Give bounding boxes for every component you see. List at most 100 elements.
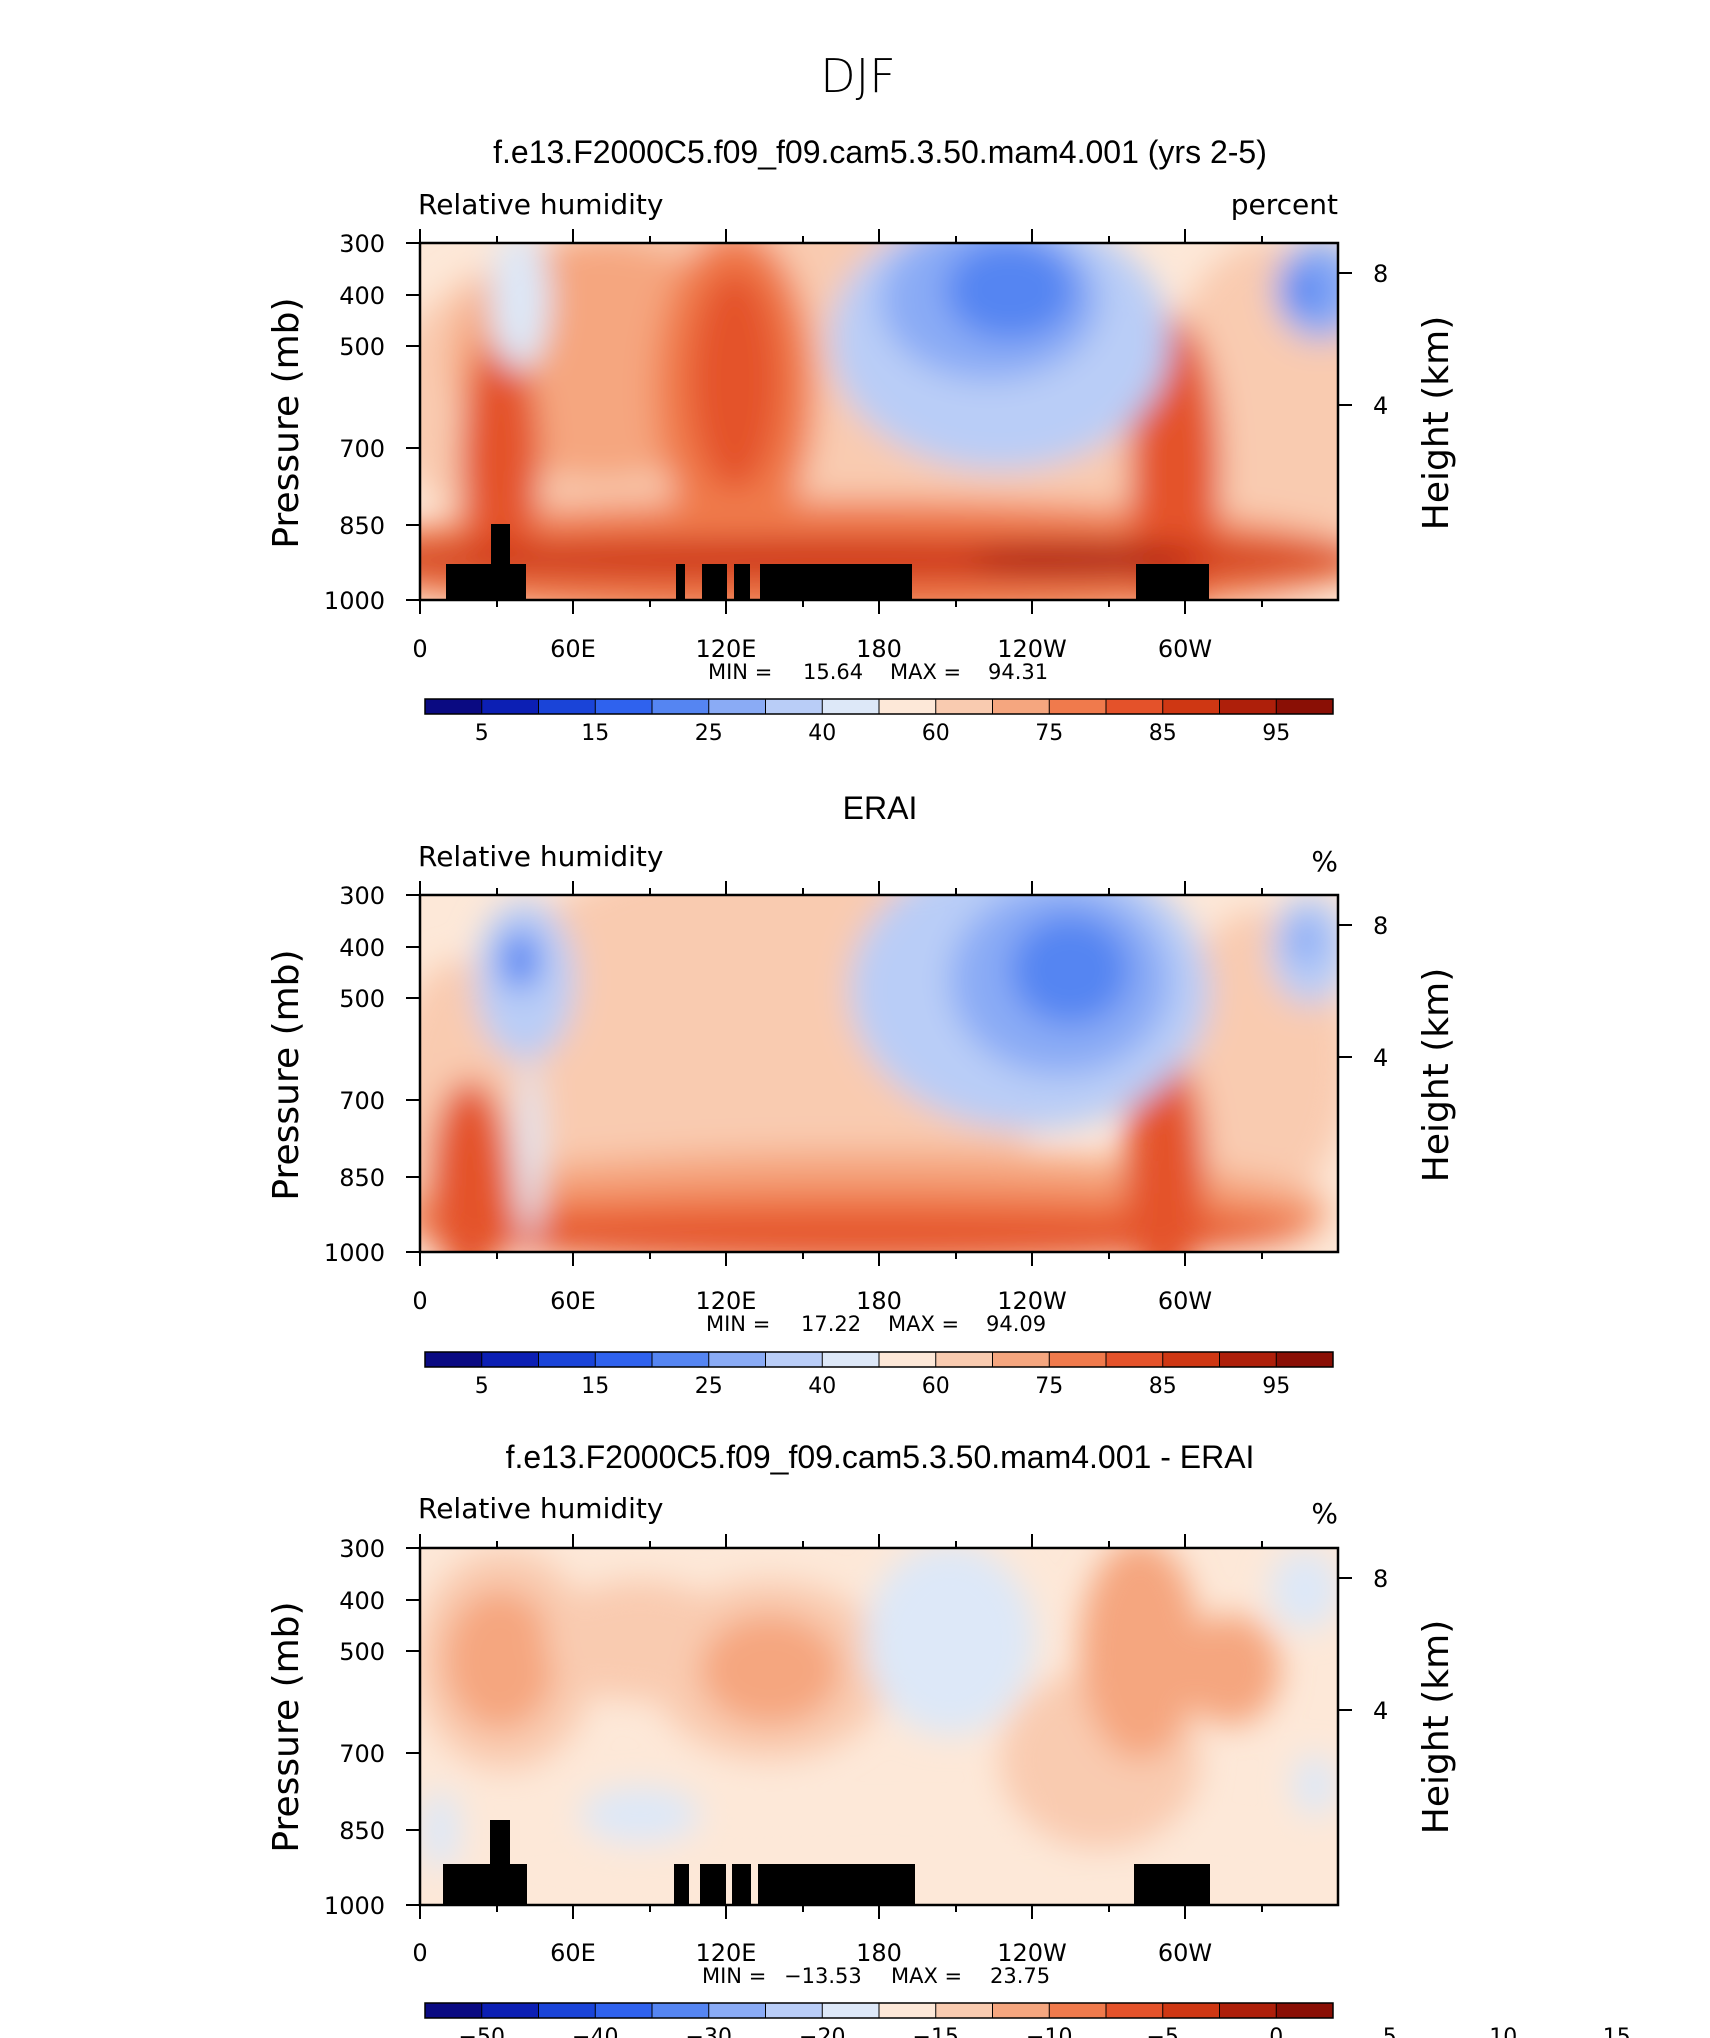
colorbar-label: −15 [913, 2025, 959, 2038]
colorbar-label: −30 [686, 2025, 732, 2038]
colorbar-swatch [1049, 2003, 1107, 2018]
max-label: MAX = [888, 1312, 959, 1336]
variable-label: Relative humidity [418, 188, 663, 221]
topography-mask [446, 524, 1209, 600]
y-tick-label: 400 [339, 934, 385, 962]
colorbar-swatch [879, 699, 937, 714]
x-ticks [419, 229, 1263, 614]
y-ticks [406, 1547, 1352, 1906]
y-axis-title: Pressure (mb) [266, 1601, 307, 1852]
height-tick-label: 8 [1373, 912, 1388, 940]
y-tick-label: 500 [339, 1638, 385, 1666]
colorbar-swatch [1049, 699, 1107, 714]
main-title: DJF [820, 49, 895, 103]
x-tick-label: 60W [1158, 1939, 1212, 1967]
colorbar-label: 60 [922, 721, 950, 746]
colorbar-label: 0 [1269, 2025, 1283, 2038]
colorbar-swatch [1162, 2003, 1220, 2018]
units-label: % [1311, 845, 1338, 878]
colorbar-swatch [992, 699, 1050, 714]
x-tick-label: 0 [412, 1287, 427, 1315]
colorbar-swatch [1162, 1352, 1220, 1367]
y-axis-title: Pressure (mb) [266, 297, 307, 548]
colorbar-label: 95 [1262, 1374, 1290, 1399]
min-value: 15.64 [803, 660, 863, 684]
x-tick-label: 120E [696, 635, 757, 663]
colorbar-swatch [1106, 1352, 1164, 1367]
colorbar: 5 15 25 40 60 75 85 95 [424, 698, 1334, 746]
x-tick-labels: 0 60E 120E 180 120W 60W [412, 1939, 1212, 1967]
min-label: MIN = [702, 1964, 766, 1988]
x-tick-label: 120E [696, 1287, 757, 1315]
panel-title: f.e13.F2000C5.f09_f09.cam5.3.50.mam4.001… [493, 134, 1267, 170]
colorbar-swatch [765, 1352, 823, 1367]
colorbar-label: 40 [808, 1374, 836, 1399]
colorbar-label: 85 [1149, 721, 1177, 746]
colorbar-swatch [1219, 699, 1277, 714]
colorbar-swatch [1276, 1352, 1334, 1367]
colorbar-swatch [935, 2003, 993, 2018]
min-max-stats: MIN = 15.64 MAX = 94.31 [708, 660, 1048, 684]
colorbar-swatch [595, 2003, 653, 2018]
x-tick-label: 0 [412, 1939, 427, 1967]
y-tick-label: 500 [339, 333, 385, 361]
x-tick-label: 60E [550, 1287, 596, 1315]
colorbar-label: 15 [581, 1374, 609, 1399]
y-ticks [406, 894, 1352, 1253]
colorbar-swatch [481, 2003, 539, 2018]
colorbar-label: 60 [922, 1374, 950, 1399]
units-label: % [1311, 1497, 1338, 1530]
x-ticks [419, 1534, 1263, 1919]
y-tick-label: 1000 [324, 1239, 385, 1267]
colorbar-swatch [1049, 1352, 1107, 1367]
colorbar-swatch [708, 2003, 766, 2018]
colorbar-swatch [1106, 2003, 1164, 2018]
y-tick-label: 850 [339, 1817, 385, 1845]
colorbar-label: −20 [799, 2025, 845, 2038]
y-axis-title-right: Height (km) [1416, 316, 1457, 530]
x-tick-label: 180 [856, 635, 902, 663]
colorbar-swatch [992, 1352, 1050, 1367]
y-tick-label: 300 [339, 882, 385, 910]
colorbar-swatch [1276, 2003, 1334, 2018]
variable-label: Relative humidity [418, 1492, 663, 1525]
max-label: MAX = [890, 660, 961, 684]
colorbar-swatch [538, 1352, 596, 1367]
colorbar-swatch [879, 1352, 937, 1367]
panel-difference: f.e13.F2000C5.f09_f09.cam5.3.50.mam4.001… [266, 1439, 1631, 2038]
x-tick-label: 120W [997, 635, 1067, 663]
colorbar-label: −10 [1026, 2025, 1072, 2038]
max-label: MAX = [891, 1964, 962, 1988]
colorbar-swatch [708, 1352, 766, 1367]
colorbar-label: 95 [1262, 721, 1290, 746]
colorbar-swatch [595, 1352, 653, 1367]
min-value: 17.22 [801, 1312, 861, 1336]
colorbar-swatch [1106, 699, 1164, 714]
y-tick-label: 850 [339, 1164, 385, 1192]
colorbar-swatch [708, 699, 766, 714]
max-value: 23.75 [990, 1964, 1050, 1988]
x-tick-label: 120E [696, 1939, 757, 1967]
min-label: MIN = [706, 1312, 770, 1336]
min-label: MIN = [708, 660, 772, 684]
colorbar: 5 15 25 40 60 75 85 95 [424, 1351, 1334, 1399]
colorbar-swatch [652, 2003, 710, 2018]
colorbar-swatch [992, 2003, 1050, 2018]
y-tick-label: 700 [339, 1740, 385, 1768]
colorbar-swatch [1162, 699, 1220, 714]
colorbar-swatch [481, 699, 539, 714]
topography-mask [443, 1820, 1210, 1905]
contour-field [420, 243, 1338, 600]
colorbar-label: 5 [475, 721, 489, 746]
min-value: −13.53 [784, 1964, 862, 1988]
colorbar-label: 25 [695, 721, 723, 746]
x-ticks [419, 881, 1263, 1266]
panel-title: f.e13.F2000C5.f09_f09.cam5.3.50.mam4.001… [506, 1439, 1255, 1475]
y-tick-labels: 300 400 500 700 850 1000 8 4 [324, 1535, 1388, 1920]
x-tick-label: 120W [997, 1287, 1067, 1315]
colorbar-swatch [935, 1352, 993, 1367]
y-ticks [406, 242, 1352, 601]
x-tick-labels: 0 60E 120E 180 120W 60W [412, 635, 1212, 663]
colorbar-swatch [595, 699, 653, 714]
colorbar-label: 40 [808, 721, 836, 746]
